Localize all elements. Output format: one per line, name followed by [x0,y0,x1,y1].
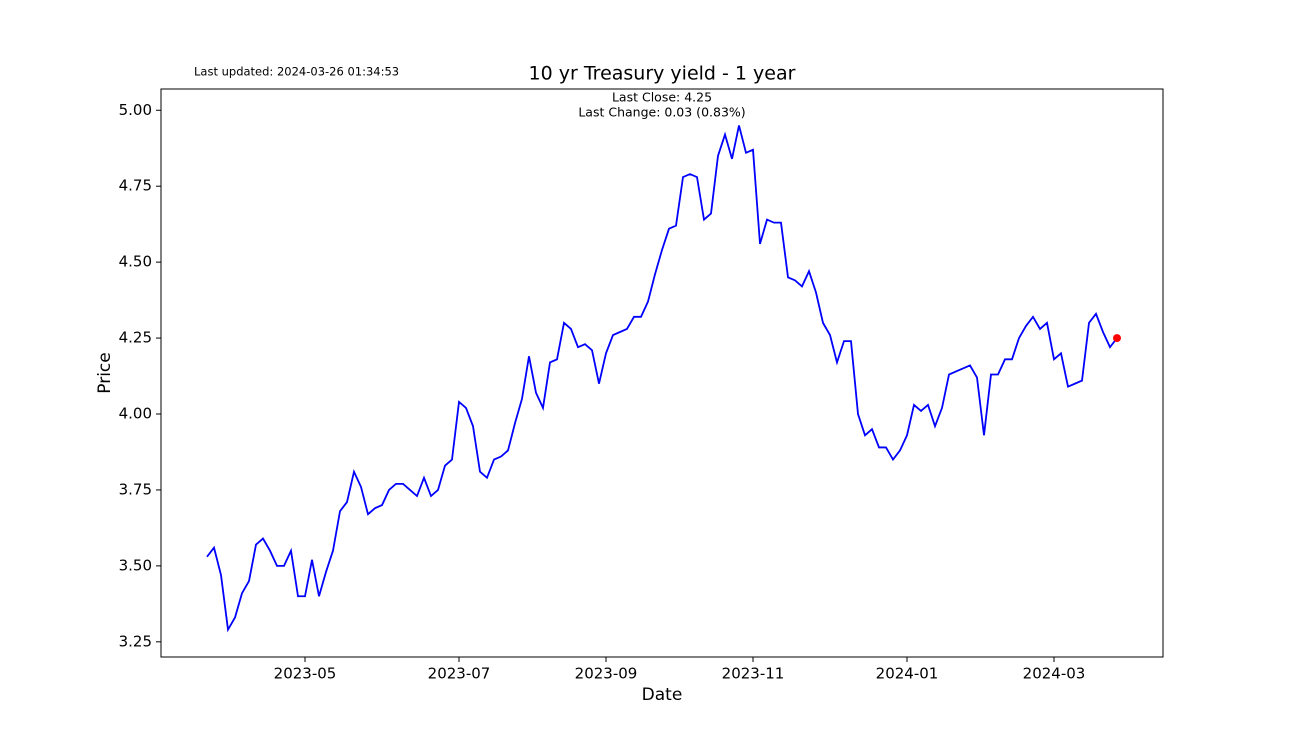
last-point [1113,334,1121,343]
y-tick-label: 3.25 [119,632,152,650]
chart-title: 10 yr Treasury yield - 1 year [529,63,796,85]
y-tick-label: 3.75 [119,480,152,498]
y-tick-label: 4.00 [119,405,152,423]
last-change: Last Change: 0.03 (0.83%) [578,105,745,120]
plot-frame [160,88,1164,658]
x-tick-label: 2024-01 [876,665,939,683]
last-close: Last Close: 4.25 [612,90,712,105]
y-tick-label: 5.00 [119,101,152,119]
last-updated: Last updated: 2024-03-26 01:34:53 [194,65,399,79]
x-tick-label: 2023-09 [575,665,638,683]
y-axis-label: Price [95,352,115,393]
x-tick-label: 2024-03 [1023,665,1086,683]
y-tick-label: 4.25 [119,329,152,347]
x-tick-label: 2023-05 [274,665,337,683]
y-tick-label: 3.50 [119,556,152,574]
y-tick-label: 4.50 [119,253,152,271]
y-tick-label: 4.75 [119,177,152,195]
x-tick-label: 2023-11 [722,665,785,683]
price-line [206,125,1118,633]
x-tick-label: 2023-07 [428,665,491,683]
x-axis-label: Date [642,685,683,705]
